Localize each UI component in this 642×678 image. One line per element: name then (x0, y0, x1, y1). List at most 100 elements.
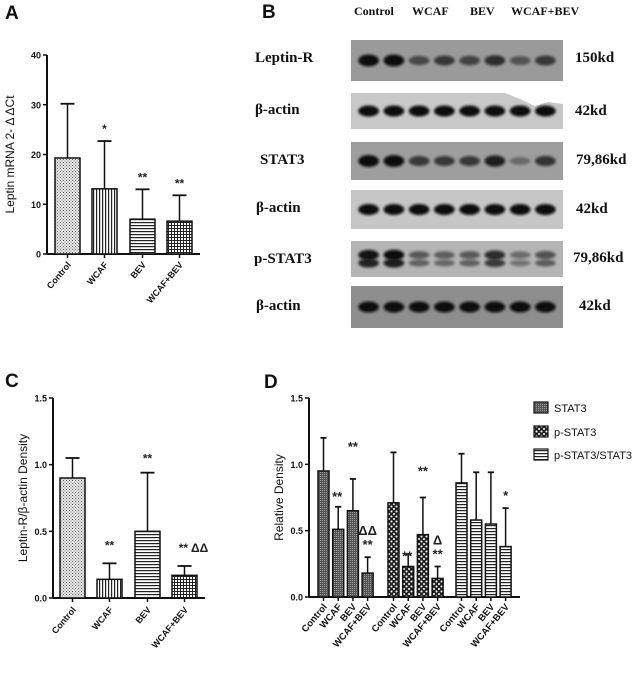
bar (484, 523, 498, 598)
blot-strip (351, 286, 563, 328)
blot-band (509, 251, 531, 259)
lane-header-control: Control (354, 4, 394, 18)
y-tick-label: 1.5 (290, 394, 303, 404)
blot-band (535, 155, 556, 167)
bar (455, 482, 468, 598)
blot-band (484, 204, 506, 215)
y-tick-label: 0.5 (34, 527, 47, 537)
panel-label-a: A (5, 3, 19, 24)
western-blot (351, 40, 563, 328)
kd-label-leptin-r: 150kd (575, 50, 615, 66)
blot-band (459, 251, 480, 259)
blot-strip (351, 190, 563, 229)
blot-strip (351, 241, 563, 277)
blot-band (484, 55, 506, 66)
significance-marker: * (102, 122, 107, 136)
blot-label-beta-actin-2: β-actin (256, 200, 301, 216)
blot-band (459, 156, 480, 166)
blot-band (509, 301, 531, 313)
blot-band (358, 249, 379, 261)
bar (416, 533, 430, 598)
kd-label-beta-actin-3: 42kd (579, 298, 611, 314)
blot-band (408, 259, 430, 267)
legend-label: STAT3 (554, 403, 587, 415)
blot-band (383, 258, 405, 268)
blot-band (358, 258, 379, 268)
blot-band (535, 204, 556, 215)
blot-band (509, 204, 531, 215)
blot-label-beta-actin-1: β-actin (255, 102, 300, 118)
y-tick-label: 40 (31, 51, 41, 61)
y-tick-label: 10 (31, 200, 41, 210)
significance-marker: ** (418, 464, 429, 479)
legend-label: p-STAT3/STAT3 (554, 450, 632, 462)
bar (331, 528, 345, 598)
bar (134, 530, 161, 599)
bar (346, 510, 360, 598)
x-tick-label: Control (45, 260, 73, 291)
y-tick-label: 0 (36, 250, 41, 260)
panel-label-b: B (262, 2, 276, 23)
significance-marker: Δ (433, 532, 442, 547)
y-tick-label: 20 (31, 150, 41, 160)
bar (129, 218, 156, 255)
blot-band (434, 156, 455, 166)
blot-band (459, 55, 480, 66)
x-tick-label: BEV (133, 605, 153, 626)
significance-marker: ** ΔΔ (179, 541, 209, 555)
x-tick-label: WCAF (90, 604, 115, 631)
lane-header-wcaf: WCAF (412, 4, 449, 18)
bar (54, 157, 81, 255)
blot-band (434, 55, 455, 66)
blot-artifact (505, 93, 563, 106)
blot-band (358, 155, 379, 167)
blot-band (434, 204, 455, 215)
blot-band (408, 55, 430, 66)
bar (431, 577, 444, 598)
blot-band (509, 105, 531, 117)
y-tick-label: 30 (31, 100, 41, 110)
legend-swatch (533, 401, 549, 414)
blot-band (459, 105, 480, 117)
y-tick-label: 0.5 (290, 526, 303, 536)
significance-marker: ** (143, 452, 153, 466)
x-tick-label: BEV (128, 260, 148, 281)
blot-band (434, 301, 455, 313)
chart-panel-c: 0.0 0.5 1.0 1.5 Leptin-R/β-actin Density ** **… (16, 394, 209, 651)
blot-band (484, 105, 506, 117)
bar (401, 565, 415, 598)
y-axis-label: Leptin-R/β-actin Density (16, 434, 30, 562)
blot-band (459, 259, 480, 267)
y-axis-label: Leptin mRNA 2- Δ ΔCt (3, 95, 17, 214)
significance-marker: ** (433, 546, 444, 561)
blot-band (459, 204, 480, 215)
blot-band (358, 54, 379, 67)
blot-band (434, 105, 455, 117)
blot-band (484, 301, 506, 313)
blot-band (434, 251, 455, 259)
blot-band (459, 301, 480, 313)
legend-label: p-STAT3 (554, 427, 596, 439)
legend-swatch (533, 448, 549, 461)
x-tick-label: WCAF+BEV (150, 605, 190, 650)
blot-band (509, 56, 531, 65)
bar (91, 188, 118, 255)
blot-band (434, 259, 455, 267)
y-tick-label: 1.5 (34, 394, 47, 404)
y-tick-label: 1.0 (34, 460, 47, 470)
blot-band (383, 301, 405, 313)
blot-band (383, 249, 405, 261)
blot-band (408, 251, 430, 259)
significance-marker: ** (363, 537, 374, 552)
blot-label-beta-actin-3: β-actin (256, 298, 301, 314)
blot-band (358, 105, 379, 117)
blot-label-stat3: STAT3 (260, 152, 305, 168)
kd-label-p-stat3: 79,86kd (573, 250, 624, 266)
significance-marker: ** (348, 439, 359, 454)
blot-band (535, 105, 556, 117)
blot-band (408, 105, 430, 117)
significance-marker: ΔΔ (358, 523, 377, 538)
blot-band (408, 156, 430, 166)
